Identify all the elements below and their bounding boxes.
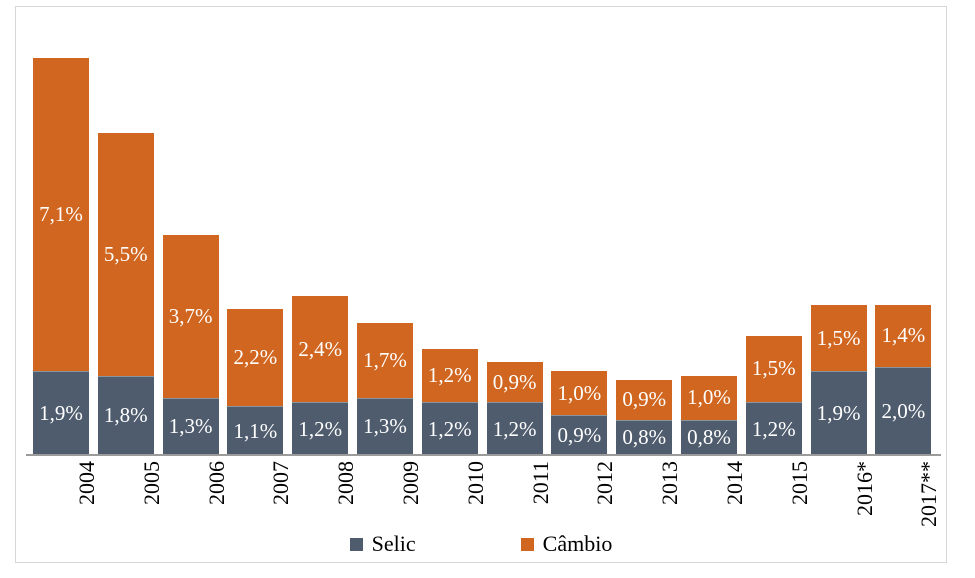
bar-selic-2015: 1,2%: [745, 402, 802, 455]
bar-selic-2017: 2,0%: [875, 366, 932, 455]
bar-value-label: 1,5%: [751, 356, 796, 381]
bar-value-label: 1,0%: [687, 385, 731, 410]
bar-cambio-2015: 1,5%: [745, 335, 802, 403]
bar-selic-2012: 0,9%: [551, 415, 608, 455]
bar-value-label: 0,8%: [687, 425, 731, 450]
bar-value-label: 1,7%: [363, 347, 407, 372]
bar-value-label: 7,1%: [39, 202, 83, 227]
bar-value-label: 1,9%: [39, 401, 83, 426]
bar-selic-2014: 0,8%: [681, 419, 737, 455]
bar-value-label: 2,4%: [298, 336, 343, 361]
bar-cambio-2007: 2,2%: [227, 309, 284, 407]
bar-cambio-2005: 5,5%: [97, 133, 154, 376]
bar-cambio-2017: 1,4%: [875, 305, 932, 367]
bar-selic-2004: 1,9%: [33, 371, 89, 455]
bar-selic-2008: 1,2%: [292, 402, 349, 455]
bar-value-label: 1,5%: [816, 325, 861, 350]
bar-value-label: 1,3%: [363, 414, 407, 439]
cambio-swatch-icon: [520, 537, 534, 551]
bar-value-label: 2,2%: [233, 345, 278, 370]
bar-cambio-2008: 2,4%: [292, 296, 349, 403]
bar-value-label: 1,2%: [427, 363, 472, 388]
bar-selic-2011: 1,2%: [486, 402, 543, 455]
bar-selic-2013: 0,8%: [616, 419, 673, 455]
legend: Selic Câmbio: [16, 531, 946, 557]
bar-value-label: 0,9%: [622, 387, 667, 412]
legend-item-cambio: Câmbio: [520, 531, 613, 557]
bar-value-label: 1,2%: [492, 416, 537, 441]
bar-value-label: 1,8%: [103, 403, 148, 428]
bar-value-label: 1,2%: [427, 416, 472, 441]
bar-value-label: 1,2%: [298, 416, 343, 441]
legend-label-selic: Selic: [371, 531, 416, 556]
bar-value-label: 0,9%: [492, 369, 537, 394]
bar-cambio-2010: 1,2%: [421, 349, 478, 403]
selic-swatch-icon: [349, 537, 363, 551]
bar-cambio-2011: 0,9%: [486, 362, 543, 403]
bar-value-label: 1,2%: [751, 416, 796, 441]
bar-value-label: 5,5%: [103, 241, 148, 266]
bar-value-label: 3,7%: [168, 303, 213, 328]
bar-value-label: 1,3%: [168, 414, 213, 439]
legend-label-cambio: Câmbio: [542, 531, 613, 556]
bar-cambio-2006: 3,7%: [162, 234, 219, 398]
bar-value-label: 0,8%: [622, 425, 667, 450]
legend-item-selic: Selic: [349, 531, 416, 557]
bar-value-label: 1,1%: [233, 418, 278, 443]
bar-cambio-2014: 1,0%: [681, 375, 737, 420]
bar-selic-2010: 1,2%: [421, 402, 478, 455]
bar-cambio-2012: 1,0%: [551, 371, 608, 416]
bar-value-label: 1,4%: [881, 323, 926, 348]
plot-area: 1,9% 7,1% 2004 1,8% 5,5% 2005 1,3% 3,7% 2006 1,1%…: [16, 7, 946, 562]
x-axis-line: [26, 454, 941, 456]
bar-cambio-2013: 0,9%: [616, 380, 673, 420]
bar-value-label: 0,9%: [557, 423, 602, 448]
bar-cambio-2009: 1,7%: [357, 322, 413, 398]
bar-value-label: 1,9%: [816, 401, 861, 426]
bar-selic-2006: 1,3%: [162, 397, 219, 455]
chart-frame: 1,9% 7,1% 2004 1,8% 5,5% 2005 1,3% 3,7% 2006 1,1%…: [15, 6, 947, 563]
bar-value-label: 1,0%: [557, 380, 602, 405]
bar-selic-2005: 1,8%: [97, 375, 154, 455]
bar-value-label: 2,0%: [881, 398, 926, 423]
bar-cambio-2016: 1,5%: [810, 305, 867, 372]
bar-selic-2009: 1,3%: [357, 397, 413, 455]
bar-selic-2007: 1,1%: [227, 406, 284, 455]
bar-selic-2016: 1,9%: [810, 371, 867, 455]
bar-cambio-2004: 7,1%: [33, 58, 89, 372]
